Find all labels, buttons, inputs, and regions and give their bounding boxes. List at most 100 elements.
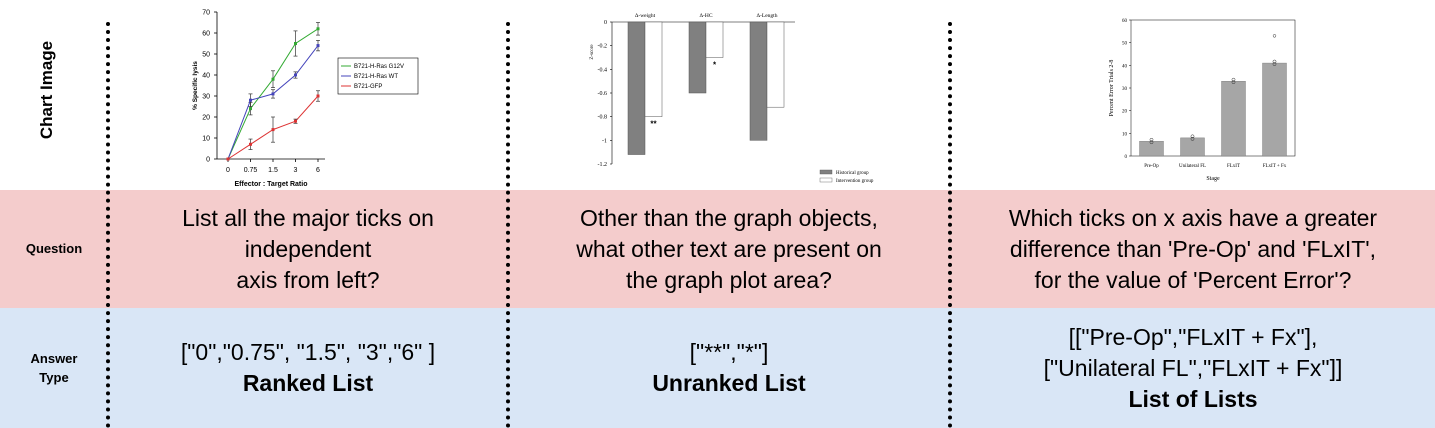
y-axis-title: Z-score [590, 44, 595, 60]
data-point [1149, 137, 1154, 142]
y-tick-label: 70 [202, 10, 210, 17]
data-point [316, 44, 320, 48]
question-line: difference than 'Pre-Op' and 'FLxIT', [1009, 235, 1377, 262]
y-tick-label: -1.2 [598, 162, 608, 168]
y-tick-label: 0 [1125, 155, 1128, 160]
data-point [1231, 77, 1236, 82]
data-point [294, 42, 297, 45]
question-line: axis from left? [236, 266, 380, 293]
question-line: Other than the graph objects, [580, 204, 878, 231]
bar [749, 21, 768, 141]
answer-label-line: Answer [30, 350, 78, 366]
y-tick-label: 60 [202, 31, 210, 38]
question-line: the graph plot area? [626, 266, 832, 293]
data-point [1190, 134, 1195, 139]
data-point [294, 73, 297, 77]
data-point [249, 107, 252, 111]
y-tick-label: 50 [202, 52, 210, 59]
answer-cell-2: ["**","*"] Unranked List [512, 308, 946, 428]
question-row-label: Question [25, 241, 83, 257]
answer-line: ["0","0.75", "1.5", "3","6" ] [180, 339, 436, 365]
y-axis-title: % Specific lysis [192, 61, 199, 110]
question-line: Which ticks on x axis have a greater [1008, 204, 1378, 231]
chart-image-row-label: Chart Image [37, 40, 56, 140]
answer-line: [["Pre-Op","FLxIT + Fx"], [1068, 323, 1318, 350]
y-tick-label: 0 [206, 157, 210, 164]
data-point [316, 27, 320, 31]
x-tick-label: 0.75 [244, 167, 258, 174]
data-point [1149, 140, 1154, 145]
y-tick-label: -0.2 [598, 44, 608, 50]
bar [1139, 141, 1164, 157]
legend-swatch [819, 169, 833, 175]
column-divider [948, 22, 952, 428]
x-tick-label: Pre-Op [1144, 164, 1159, 169]
y-tick-label: 20 [202, 115, 210, 122]
x-tick-label: 1.5 [268, 167, 278, 174]
question-cell-2: Other than the graph objects, what other… [512, 190, 946, 308]
y-tick-label: 40 [202, 73, 210, 80]
column-divider [506, 22, 510, 428]
y-tick-label: 50 [1122, 42, 1128, 47]
question-cell-3: Which ticks on x axis have a greater dif… [954, 190, 1432, 308]
answer-cell-3: [["Pre-Op","FLxIT + Fx"], ["Unilateral F… [954, 308, 1432, 428]
x-tick-label: FLxIT [1227, 164, 1240, 169]
x-axis-title: Effector : Target Ratio [235, 181, 308, 188]
data-point [249, 98, 252, 102]
answer-type-label: Ranked List [242, 370, 374, 396]
y-tick-label: 30 [1122, 87, 1128, 92]
data-point [271, 77, 275, 81]
bar-chart-z-score: 0-0.2-0.4-0.6-0.8-1-1.2Z-scoreΔ-weight**… [590, 13, 874, 184]
data-point [294, 119, 297, 123]
x-tick-label: FLxIT + Fx [1263, 164, 1287, 169]
y-tick-label: 40 [1122, 64, 1128, 69]
answer-type-label: List of Lists [1128, 385, 1258, 412]
bar-chart-percent-error: 0 10 20 30 40 50 60 Percent Error Trials 2-8 Pre… [1109, 19, 1296, 182]
question-row [0, 190, 1435, 308]
bar [688, 21, 707, 94]
question-line: what other text are present on [576, 235, 882, 262]
bar [1221, 80, 1246, 157]
question-line: for the value of 'Percent Error'? [1034, 266, 1352, 293]
y-tick-label: -1 [602, 138, 607, 144]
answer-type-row-label: Answer Type [0, 308, 108, 428]
y-tick-label: 0 [604, 20, 607, 26]
data-point [249, 142, 252, 146]
column-divider [106, 22, 110, 428]
significance-annotation: * [713, 61, 717, 70]
answer-line: ["**","*"] [689, 339, 769, 365]
x-tick-label: Unilateral FL [1179, 164, 1206, 169]
question-line: independent [244, 235, 372, 262]
legend-label: B721-H-Ras G12V [354, 64, 404, 70]
bar [766, 21, 785, 108]
data-point [1272, 34, 1277, 38]
y-tick-label: 30 [202, 94, 210, 101]
x-tick-label: 6 [316, 167, 320, 174]
legend-label: Historical group [836, 171, 869, 176]
bar [627, 21, 646, 155]
data-point [1272, 59, 1277, 64]
answer-label-line: Type [39, 370, 69, 385]
answer-row [0, 308, 1435, 428]
y-axis-title: Percent Error Trials 2-8 [1109, 60, 1115, 117]
question-cell-1: List all the major ticks on independent … [112, 190, 504, 308]
x-axis-title: Stage [1206, 176, 1220, 182]
x-tick-label: 0 [226, 167, 230, 174]
answer-cell-1: ["0","0.75", "1.5", "3","6" ] Ranked Lis… [112, 308, 504, 428]
bar [644, 21, 663, 117]
line-chart-specific-lysis: 0 10 20 30 40 50 60 70 0 0.75 1.5 3 6 Effector : Targ… [192, 10, 419, 188]
y-tick-label: 10 [202, 136, 210, 143]
data-point [316, 94, 320, 98]
question-line: List all the major ticks on [182, 204, 434, 231]
data-point [1272, 62, 1277, 66]
significance-annotation: ** [650, 120, 657, 129]
y-tick-label: 10 [1122, 132, 1128, 137]
y-tick-label: -0.6 [598, 91, 608, 97]
legend-label: Intervention group [836, 179, 874, 184]
legend-label: B721-GFP [354, 84, 382, 90]
data-point [1231, 80, 1236, 85]
data-point [271, 92, 275, 96]
y-tick-label: 60 [1122, 19, 1128, 24]
y-tick-label: -0.8 [598, 115, 608, 121]
legend-box [337, 57, 419, 95]
